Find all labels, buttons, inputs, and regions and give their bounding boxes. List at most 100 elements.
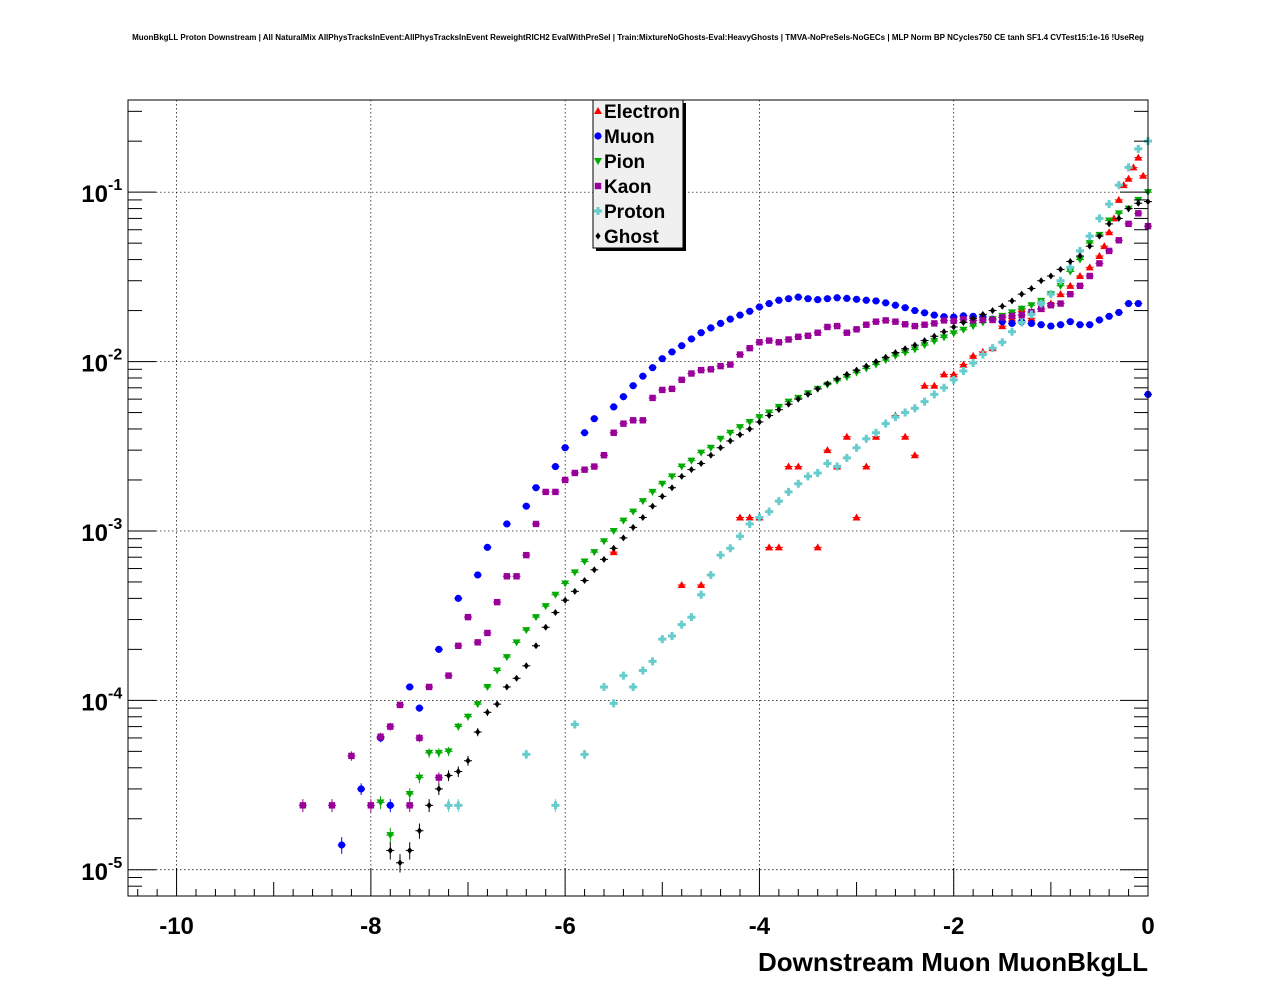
point-kaon-17 bbox=[502, 573, 511, 580]
point-muon-24 bbox=[677, 342, 686, 350]
marker bbox=[920, 342, 929, 350]
point-kaon-40 bbox=[726, 361, 735, 368]
point-pion-33 bbox=[706, 444, 715, 452]
marker bbox=[454, 723, 463, 731]
point-muon-69 bbox=[1114, 308, 1123, 317]
marker bbox=[747, 425, 753, 433]
marker bbox=[872, 297, 880, 305]
series-proton bbox=[444, 137, 1152, 813]
point-muon-13 bbox=[551, 462, 560, 471]
point-ghost-39 bbox=[765, 412, 774, 420]
point-ghost-38 bbox=[755, 418, 764, 426]
marker bbox=[405, 791, 414, 799]
marker bbox=[638, 498, 647, 506]
point-muon-20 bbox=[638, 372, 647, 380]
marker bbox=[658, 355, 666, 363]
marker bbox=[425, 683, 433, 691]
marker bbox=[708, 451, 714, 459]
point-pion-32 bbox=[697, 449, 706, 457]
point-kaon-5 bbox=[386, 722, 395, 731]
marker bbox=[842, 432, 851, 440]
point-muon-70 bbox=[1124, 299, 1133, 308]
point-kaon-58 bbox=[901, 321, 910, 328]
point-kaon-39 bbox=[716, 362, 725, 370]
marker bbox=[746, 307, 754, 315]
legend: Electron Muon Pion Kaon Proton Ghost bbox=[592, 99, 686, 251]
marker bbox=[1086, 272, 1093, 280]
marker bbox=[1056, 321, 1065, 329]
point-proton-43 bbox=[959, 366, 968, 375]
point-pion-30 bbox=[677, 463, 686, 471]
point-ghost-70 bbox=[1066, 257, 1075, 265]
tick-labels: -10 -8 -6 -4 -2 010-110-210-310-410-5 bbox=[81, 177, 1154, 940]
point-kaon-45 bbox=[774, 339, 783, 346]
marker bbox=[834, 375, 840, 383]
marker bbox=[940, 383, 948, 392]
point-kaon-36 bbox=[687, 370, 696, 377]
marker bbox=[658, 635, 667, 644]
point-ghost-19 bbox=[570, 587, 579, 595]
point-proton-11 bbox=[648, 657, 657, 666]
marker bbox=[648, 364, 657, 372]
point-kaon-72 bbox=[1037, 305, 1046, 312]
point-muon-11 bbox=[522, 502, 531, 510]
point-ghost-3 bbox=[415, 823, 424, 839]
point-muon-3 bbox=[386, 799, 395, 813]
axis-ticks bbox=[128, 110, 1149, 897]
marker bbox=[639, 372, 647, 380]
marker bbox=[949, 370, 958, 378]
marker bbox=[706, 570, 715, 579]
marker bbox=[910, 451, 919, 459]
point-kaon-31 bbox=[638, 417, 647, 424]
point-proton-20 bbox=[736, 532, 744, 541]
marker bbox=[863, 321, 870, 328]
marker bbox=[640, 514, 646, 522]
point-kaon-16 bbox=[493, 598, 502, 606]
point-muon-34 bbox=[774, 296, 783, 304]
legend-item-kaon: Kaon bbox=[594, 177, 652, 198]
point-pion-70 bbox=[1066, 268, 1075, 276]
point-kaon-47 bbox=[794, 333, 803, 341]
point-muon-16 bbox=[590, 415, 599, 423]
point-ghost-43 bbox=[804, 390, 812, 398]
point-ghost-37 bbox=[745, 425, 754, 433]
marker bbox=[1008, 327, 1016, 336]
marker bbox=[707, 366, 715, 373]
point-proton-55 bbox=[1076, 246, 1084, 255]
series-pion bbox=[376, 189, 1152, 844]
legend-item-muon: Muon bbox=[594, 127, 655, 148]
marker bbox=[552, 488, 559, 496]
marker bbox=[1037, 299, 1046, 308]
marker bbox=[707, 324, 715, 332]
point-kaon-62 bbox=[940, 317, 948, 324]
point-electron-46 bbox=[1134, 153, 1143, 161]
marker bbox=[716, 551, 725, 560]
marker bbox=[969, 323, 978, 331]
y-tick-exponent: -4 bbox=[108, 685, 122, 702]
marker bbox=[891, 352, 900, 360]
marker bbox=[979, 316, 987, 324]
point-proton-18 bbox=[716, 551, 725, 560]
point-ghost-16 bbox=[541, 623, 550, 631]
marker bbox=[357, 785, 365, 793]
point-pion-59 bbox=[959, 326, 968, 334]
point-muon-1 bbox=[357, 783, 366, 796]
point-ghost-71 bbox=[1076, 252, 1084, 260]
marker bbox=[494, 700, 500, 708]
marker bbox=[570, 569, 579, 577]
marker bbox=[726, 315, 734, 323]
point-muon-14 bbox=[561, 444, 570, 452]
point-pion-0 bbox=[376, 796, 385, 810]
marker bbox=[862, 434, 871, 443]
marker bbox=[513, 674, 520, 682]
point-kaon-42 bbox=[745, 344, 754, 352]
marker bbox=[619, 393, 628, 401]
marker bbox=[688, 370, 695, 377]
marker bbox=[736, 351, 744, 358]
marker bbox=[1066, 263, 1075, 272]
point-proton-5 bbox=[580, 749, 589, 760]
point-kaon-44 bbox=[765, 337, 774, 344]
point-ghost-26 bbox=[638, 514, 647, 522]
point-kaon-48 bbox=[804, 332, 812, 339]
point-kaon-20 bbox=[532, 520, 540, 528]
